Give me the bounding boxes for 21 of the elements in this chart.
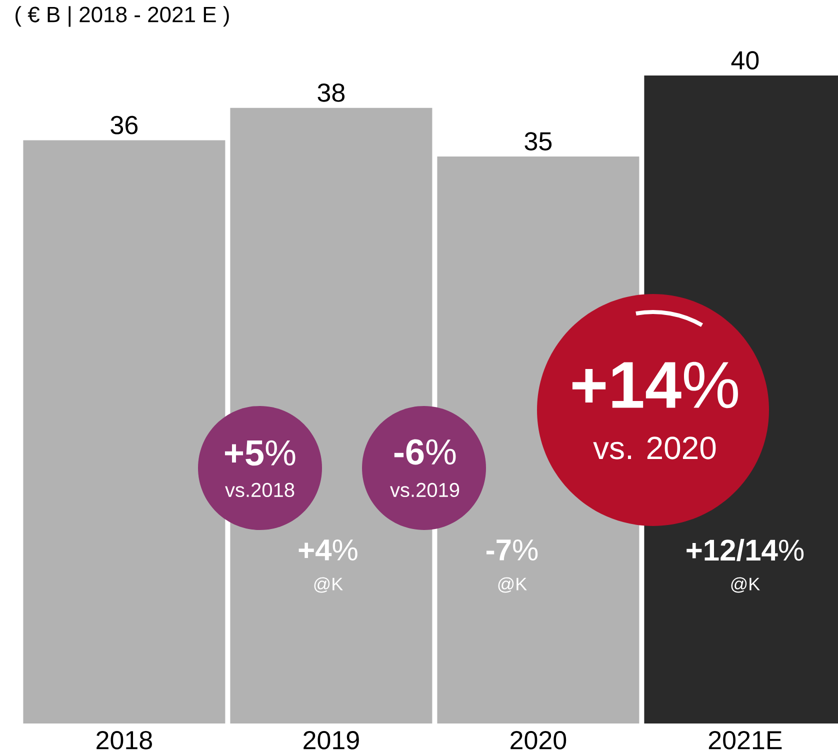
annotation: vs.2019	[390, 482, 460, 498]
annotation: +12/14%	[686, 538, 804, 562]
x-tick-label: 2019	[304, 730, 359, 750]
chart-title: ( € B | 2018 - 2021 E )	[16, 6, 229, 27]
annotation: +4%	[298, 539, 358, 560]
data-label: 40	[731, 51, 759, 70]
data-label: 36	[110, 116, 138, 134]
data-label: 38	[318, 83, 345, 102]
x-tick-label: 2018	[96, 730, 152, 750]
annotation: +5%	[224, 440, 296, 466]
annotation: @K	[731, 577, 760, 593]
annotation: -7%	[486, 539, 538, 560]
annotation: +14%	[572, 362, 738, 408]
annotation: vs. 2020	[593, 436, 716, 460]
annotation: -6%	[394, 439, 456, 465]
data-label: 35	[524, 132, 552, 150]
annotation: @K	[498, 577, 527, 593]
annotation: @K	[314, 577, 343, 593]
x-tick-label: 2021E	[708, 730, 782, 750]
annotation: vs.2018	[225, 482, 294, 498]
x-tick-label: 2020	[510, 730, 566, 750]
